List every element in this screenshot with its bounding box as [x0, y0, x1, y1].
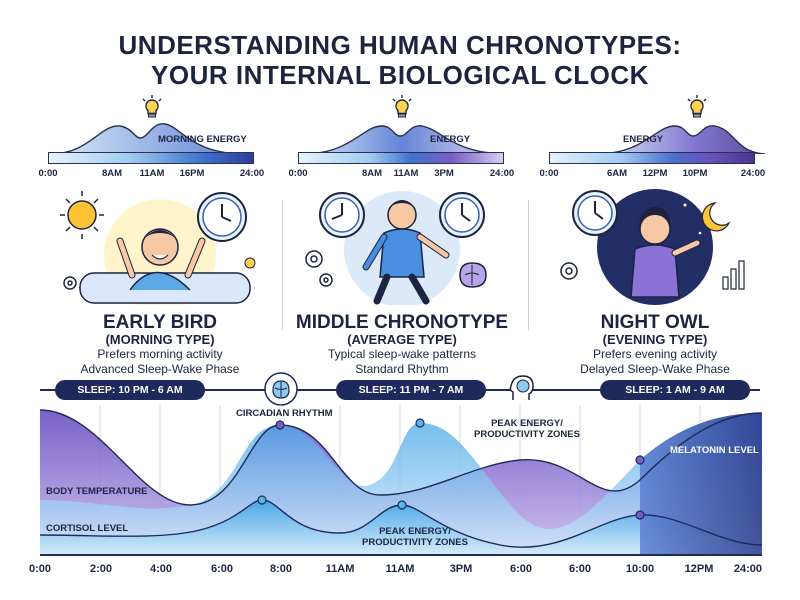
night-owl-illustration	[560, 189, 745, 305]
chronotype-desc-1: Prefers evening activity	[592, 347, 718, 361]
tick-label: 0:00	[38, 168, 58, 179]
tick-label: 11AM	[393, 168, 419, 179]
time-axis-label: 11AM	[385, 563, 415, 575]
peak-label-line: PEAK ENERGY/	[491, 418, 563, 429]
time-axis-label: 12PM	[684, 563, 714, 575]
time-axis-label: 6:00	[568, 563, 592, 575]
clock-icon	[197, 192, 247, 242]
brain-icon	[459, 262, 487, 288]
night-owl-panel: ENERGY 0:00 6AM 12PM 10PM 24:00 NIGHT OW…	[535, 90, 775, 380]
morning-energy-curve	[49, 123, 241, 154]
tick-label: 8AM	[101, 168, 123, 179]
melatonin-curve	[640, 413, 762, 555]
chronotype-type: (MORNING TYPE)	[105, 332, 215, 347]
time-axis-label: 11AM	[325, 563, 355, 575]
time-axis-label: 2:00	[89, 563, 113, 575]
tick-label: 11AM	[139, 168, 165, 179]
early-bird-panel: MORNING ENERGY 0:00 8AM 11AM 16PM 24:00	[38, 90, 280, 380]
chronotype-desc-1: Typical sleep-wake patterns	[327, 347, 477, 361]
chronotype-desc-1: Prefers morning activity	[97, 347, 223, 361]
head-brain-icon	[509, 375, 534, 400]
tick-label: 24:00	[740, 168, 766, 179]
lightbulb-icon	[142, 95, 162, 118]
tick-label: 24:00	[489, 168, 515, 179]
time-axis-label: 10:00	[625, 563, 655, 575]
tick-label: 10PM	[682, 168, 708, 179]
time-axis-label: 6:00	[210, 563, 234, 575]
chronotype-name: MIDDLE CHRONOTYPE	[295, 312, 509, 333]
early-bird-illustration	[60, 191, 256, 305]
moon-icon	[701, 202, 731, 232]
peak-markers	[257, 418, 645, 520]
middle-chronotype-panel: ENERGY 0:00 8AM 11AM 3PM 24:00	[282, 90, 522, 380]
tick-label: 12PM	[642, 168, 668, 179]
clock-icon	[319, 192, 365, 238]
lightbulb-icon	[392, 95, 412, 118]
energy-label: ENERGY	[430, 134, 471, 145]
panel-divider	[282, 200, 283, 330]
chronotype-type: (AVERAGE TYPE)	[347, 332, 457, 347]
tick-label: 8AM	[361, 168, 383, 179]
tick-label: 0:00	[539, 168, 559, 179]
chronotype-desc-2: Delayed Sleep-Wake Phase	[580, 362, 730, 376]
energy-label: ENERGY	[623, 134, 664, 145]
time-axis-label: 8:00	[269, 563, 293, 575]
chronotype-type: (EVENING TYPE)	[602, 332, 708, 347]
sleep-window-badge: SLEEP: 11 PM - 7 AM	[336, 380, 486, 400]
time-axis-label: 24:00	[733, 563, 762, 575]
cortisol-level-label: CORTISOL LEVEL	[46, 523, 129, 534]
gear-icon	[560, 262, 578, 280]
tick-label: 0:00	[288, 168, 308, 179]
melatonin-label: MELATONIN LEVEL	[670, 445, 759, 456]
cortisol-curve	[40, 500, 762, 555]
peak-label-line: PRODUCTIVITY ZONES	[474, 429, 580, 440]
peak-energy-label-bottom: PEAK ENERGY/ PRODUCTIVITY ZONES	[362, 526, 468, 548]
circadian-curve	[40, 413, 762, 555]
energy-label: MORNING ENERGY	[158, 134, 247, 145]
peak-label-line: PRODUCTIVITY ZONES	[362, 537, 468, 548]
chronotype-desc-2: Standard Rhythm	[355, 362, 449, 376]
peak-label-line: PEAK ENERGY/	[379, 526, 451, 537]
body-temperature-label: BODY TEMPERATURE	[46, 486, 148, 497]
time-axis-label: 6:00	[509, 563, 533, 575]
night-energy-curve	[594, 125, 766, 154]
time-axis-label: 4:00	[149, 563, 173, 575]
chronotype-desc-2: Advanced Sleep-Wake Phase	[80, 362, 240, 376]
lightbulb-icon	[687, 95, 707, 118]
panel-divider	[528, 200, 529, 330]
brain-icon	[264, 372, 298, 406]
tick-label: 6AM	[606, 168, 628, 179]
chronotype-name: NIGHT OWL	[600, 312, 710, 333]
sleep-window-badge: SLEEP: 10 PM - 6 AM	[55, 380, 205, 400]
page-title-line-2: YOUR INTERNAL BIOLOGICAL CLOCK	[151, 60, 649, 90]
circadian-rhythm-label: CIRCADIAN RHYTHM	[236, 408, 333, 419]
circadian-rhythm-chart	[40, 405, 762, 556]
gear-icon	[305, 250, 333, 287]
peak-energy-label-top: PEAK ENERGY/ PRODUCTIVITY ZONES	[474, 418, 580, 440]
tick-label: 16PM	[179, 168, 205, 179]
time-axis-label: 3PM	[449, 563, 473, 575]
tick-label: 24:00	[239, 168, 265, 179]
middle-chronotype-illustration	[305, 191, 487, 305]
gear-icon	[63, 276, 77, 290]
energy-timeline-bar	[549, 152, 755, 164]
sleep-window-badge: SLEEP: 1 AM - 9 AM	[600, 380, 750, 400]
bar-chart-icon	[722, 260, 745, 290]
time-axis-label: 0:00	[28, 563, 52, 575]
clock-icon	[439, 192, 485, 238]
energy-timeline-bar	[48, 152, 254, 164]
sun-icon	[60, 191, 104, 239]
middle-energy-curve	[301, 125, 503, 154]
page-title-line-1: UNDERSTANDING HUMAN CHRONOTYPES:	[118, 30, 682, 60]
energy-timeline-bar	[298, 152, 504, 164]
clock-icon	[572, 190, 618, 236]
tick-label: 3PM	[434, 168, 454, 179]
chronotype-name: EARLY BIRD	[102, 312, 218, 333]
